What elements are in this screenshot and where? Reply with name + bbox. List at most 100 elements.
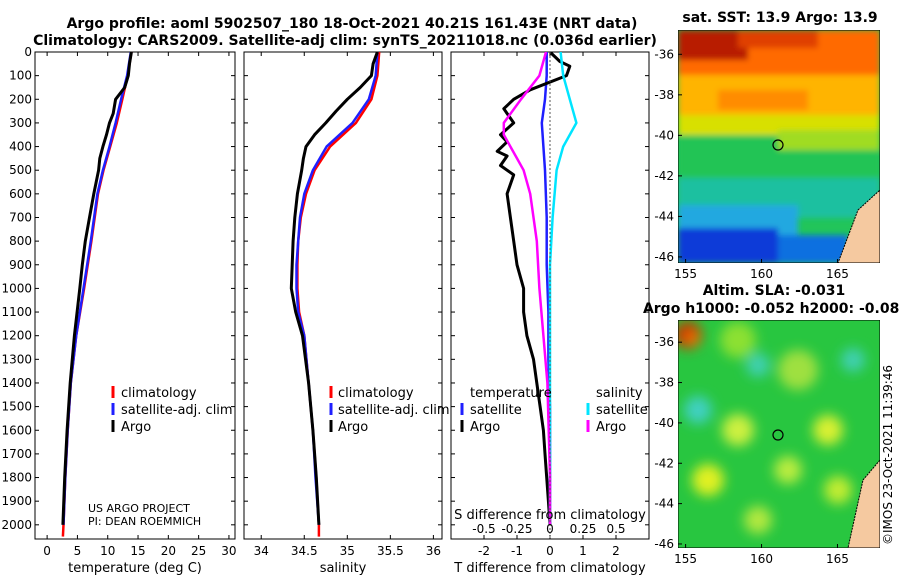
xtick-label: 34.5 (291, 544, 318, 558)
xtick-label: 0 (43, 544, 51, 558)
ytick-label: 2000 (1, 518, 32, 532)
legend-s-argo: Argo (596, 420, 626, 435)
secondary-tick-label: 0.25 (570, 522, 597, 536)
salinity-legend: climatology satellite-adj. clim. Argo (329, 386, 454, 435)
sla-argo-location (772, 429, 784, 441)
map-ytick-label: -42 (654, 169, 674, 183)
ytick-label: 1000 (1, 281, 32, 295)
ytick-label: 200 (9, 92, 32, 106)
salinity-xlabel: salinity (320, 561, 367, 576)
secondary-tick-label: -0.5 (472, 522, 495, 536)
series-line-s-satellite (548, 52, 578, 525)
map-xtick-label: 165 (826, 267, 849, 281)
series-line-argo (61, 52, 133, 525)
xtick-label: 20 (161, 544, 176, 558)
legend-climatology: climatology (338, 386, 414, 401)
pi-note: PI: DEAN ROEMMICH (88, 515, 201, 528)
xtick-label: 35.5 (377, 544, 404, 558)
sst-map (678, 30, 880, 263)
legend-satellite: satellite-adj. clim (121, 403, 233, 418)
xtick-label: -2 (478, 544, 490, 558)
series-line-s-argo (502, 52, 552, 525)
map-ytick-label: -38 (654, 376, 674, 390)
project-note: US ARGO PROJECT (88, 502, 190, 515)
legend-temperature-title: temperature (470, 386, 552, 401)
sla-map-panel: Altim. SLA: -0.031 Argo h1000: -0.052 h2… (643, 283, 900, 566)
legend-argo: Argo (121, 420, 151, 435)
map-ytick-label: -36 (654, 47, 674, 61)
map-ytick-label: -36 (654, 335, 674, 349)
copyright: ©IMOS 23-Oct-2021 11:39:46 (881, 365, 895, 545)
sst-map-panel: sat. SST: 13.9 Argo: 13.9 -36-38-40- (654, 10, 880, 281)
temperature-xlabel: temperature (deg C) (68, 561, 202, 576)
ytick-label: 500 (9, 163, 32, 177)
sla-map-title1: Altim. SLA: -0.031 (703, 283, 846, 299)
map-xtick-label: 165 (826, 552, 849, 566)
sla-map (678, 320, 880, 548)
map-xtick-label: 155 (674, 552, 697, 566)
xtick-label: 25 (191, 544, 206, 558)
temperature-panel: 0100200300400500600700800900100011001200… (1, 45, 236, 576)
ytick-label: 1700 (1, 447, 32, 461)
difference-panel: -2 -1 0 1 2 T difference from climatology S … (450, 51, 650, 576)
ytick-label: 1400 (1, 376, 32, 390)
xtick-label: 15 (130, 544, 145, 558)
ytick-label: 1100 (1, 305, 32, 319)
xtick-label: 2 (612, 544, 620, 558)
ytick-label: 700 (9, 210, 32, 224)
xtick-label: 35 (340, 544, 355, 558)
secondary-tick-label: 0.5 (606, 522, 625, 536)
header-line1: Argo profile: aoml 5902507_180 18-Oct-20… (67, 16, 638, 32)
temperature-legend: climatology satellite-adj. clim Argo (111, 386, 233, 435)
legend-satellite: satellite-adj. clim. (338, 403, 454, 418)
legend-t-argo: Argo (470, 420, 500, 435)
salinity-panel: 34 34.5 35 35.5 36 salinity climatology sate… (243, 51, 454, 576)
legend-t-satellite: satellite (470, 403, 522, 418)
ytick-label: 800 (9, 234, 32, 248)
xtick-label: 5 (74, 544, 82, 558)
sst-argo-location (772, 139, 784, 151)
difference-xlabel: T difference from climatology (453, 561, 646, 576)
map-ytick-label: -40 (654, 128, 674, 142)
map-ytick-label: -44 (654, 497, 674, 511)
map-xtick-label: 155 (674, 267, 697, 281)
legend-salinity-title: salinity (596, 386, 643, 401)
series-line-argo (289, 52, 379, 525)
ytick-label: 100 (9, 69, 32, 83)
difference-legend: temperature satellite Argo salinity sate… (460, 386, 648, 435)
map-ytick-label: -44 (654, 209, 674, 223)
temperature-axes-box (34, 51, 236, 540)
ytick-label: 400 (9, 140, 32, 154)
sst-field (678, 30, 880, 263)
xtick-label: 10 (100, 544, 115, 558)
sla-land (847, 459, 880, 548)
sst-map-title: sat. SST: 13.9 Argo: 13.9 (682, 10, 877, 26)
header-line2: Climatology: CARS2009. Satellite-adj cli… (33, 33, 657, 49)
ytick-label: 300 (9, 116, 32, 130)
legend-climatology: climatology (121, 386, 197, 401)
ytick-label: 600 (9, 187, 32, 201)
ytick-label: 1500 (1, 400, 32, 414)
xtick-label: 34 (254, 544, 269, 558)
xtick-label: 36 (426, 544, 441, 558)
xtick-label: 30 (221, 544, 236, 558)
difference-secondary-label: S difference from climatology (454, 508, 646, 523)
xtick-label: 0 (546, 544, 554, 558)
secondary-tick-label: 0 (546, 522, 554, 536)
ytick-label: 1200 (1, 329, 32, 343)
ytick-label: 1300 (1, 352, 32, 366)
sla-map-title2: Argo h1000: -0.052 h2000: -0.081 (643, 301, 900, 317)
map-xtick-label: 160 (750, 267, 773, 281)
ytick-label: 1900 (1, 494, 32, 508)
ytick-label: 0 (24, 45, 32, 59)
sst-land (837, 189, 880, 263)
ytick-label: 900 (9, 258, 32, 272)
map-ytick-label: -42 (654, 456, 674, 470)
legend-argo: Argo (338, 420, 368, 435)
ytick-label: 1600 (1, 423, 32, 437)
xtick-label: -1 (511, 544, 523, 558)
map-ytick-label: -46 (654, 250, 674, 264)
map-ytick-label: -38 (654, 88, 674, 102)
sla-field (678, 321, 865, 534)
